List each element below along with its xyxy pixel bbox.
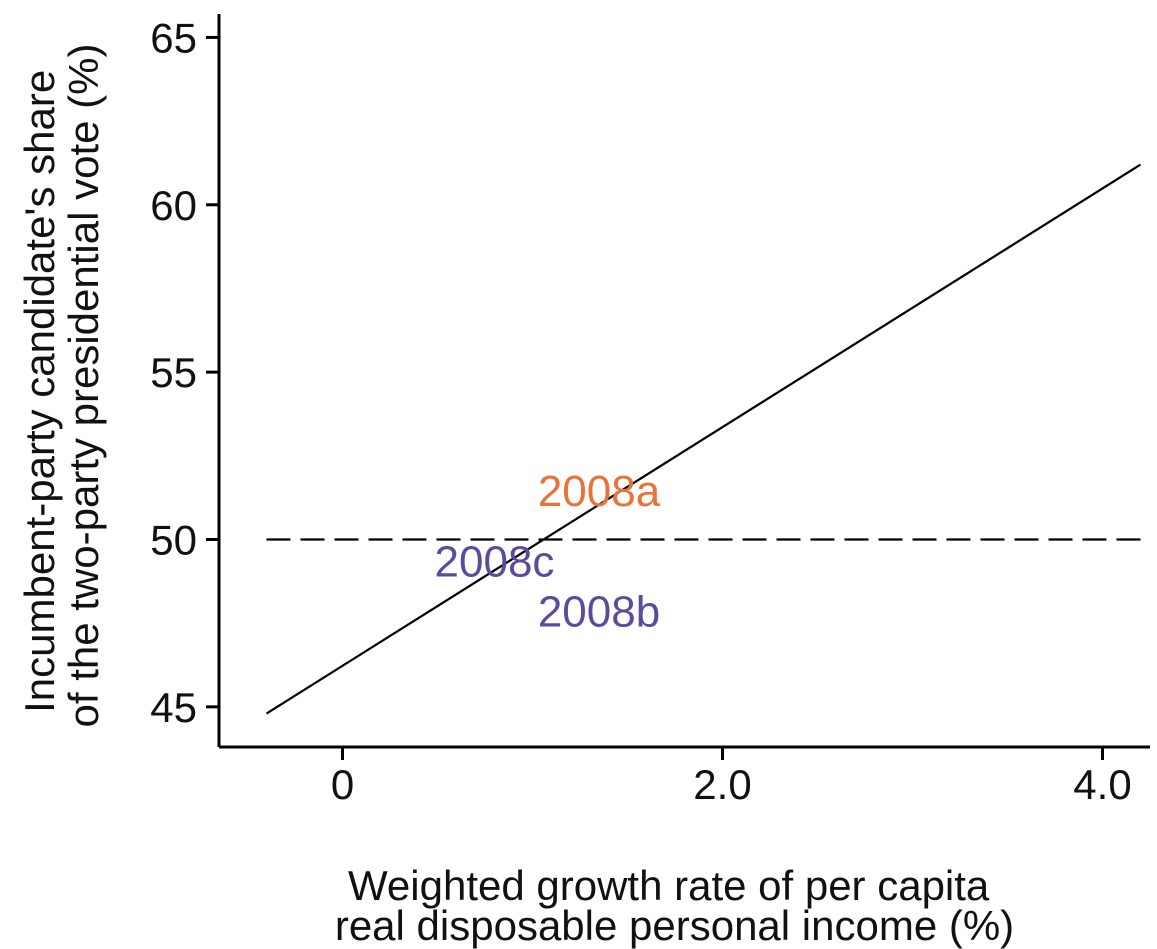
- y-tick-label: 60: [150, 182, 197, 229]
- point-label-2008c: 2008c: [435, 537, 555, 586]
- x-tick-label: 0: [331, 761, 354, 808]
- point-label-2008a: 2008a: [538, 467, 661, 516]
- x-ticks: 0 2.0 4.0: [331, 747, 1132, 808]
- x-tick-label: 4.0: [1073, 761, 1131, 808]
- y-axis-title-line-2: of the two-party presidential vote (%): [60, 44, 107, 728]
- y-axis-title: Incumbent-party candidate's share of the…: [16, 44, 107, 728]
- y-tick-label: 50: [150, 516, 197, 563]
- series-layer: [265, 163, 1142, 715]
- y-ticks: 45 50 55 60 65: [150, 14, 219, 731]
- point-label-2008b: 2008b: [538, 588, 660, 637]
- y-tick-label: 65: [150, 14, 197, 61]
- x-axis-title: Weighted growth rate of per capita real …: [335, 862, 1014, 949]
- x-axis-title-line-2: real disposable personal income (%): [335, 902, 1014, 949]
- y-tick-label: 55: [150, 349, 197, 396]
- y-axis-title-line-1: Incumbent-party candidate's share: [16, 70, 63, 713]
- x-axis-title-line-1: Weighted growth rate of per capita: [348, 862, 990, 909]
- x-tick-label: 2.0: [693, 761, 751, 808]
- axes: [217, 14, 1150, 749]
- regression-line: [265, 163, 1142, 715]
- y-tick-label: 45: [150, 684, 197, 731]
